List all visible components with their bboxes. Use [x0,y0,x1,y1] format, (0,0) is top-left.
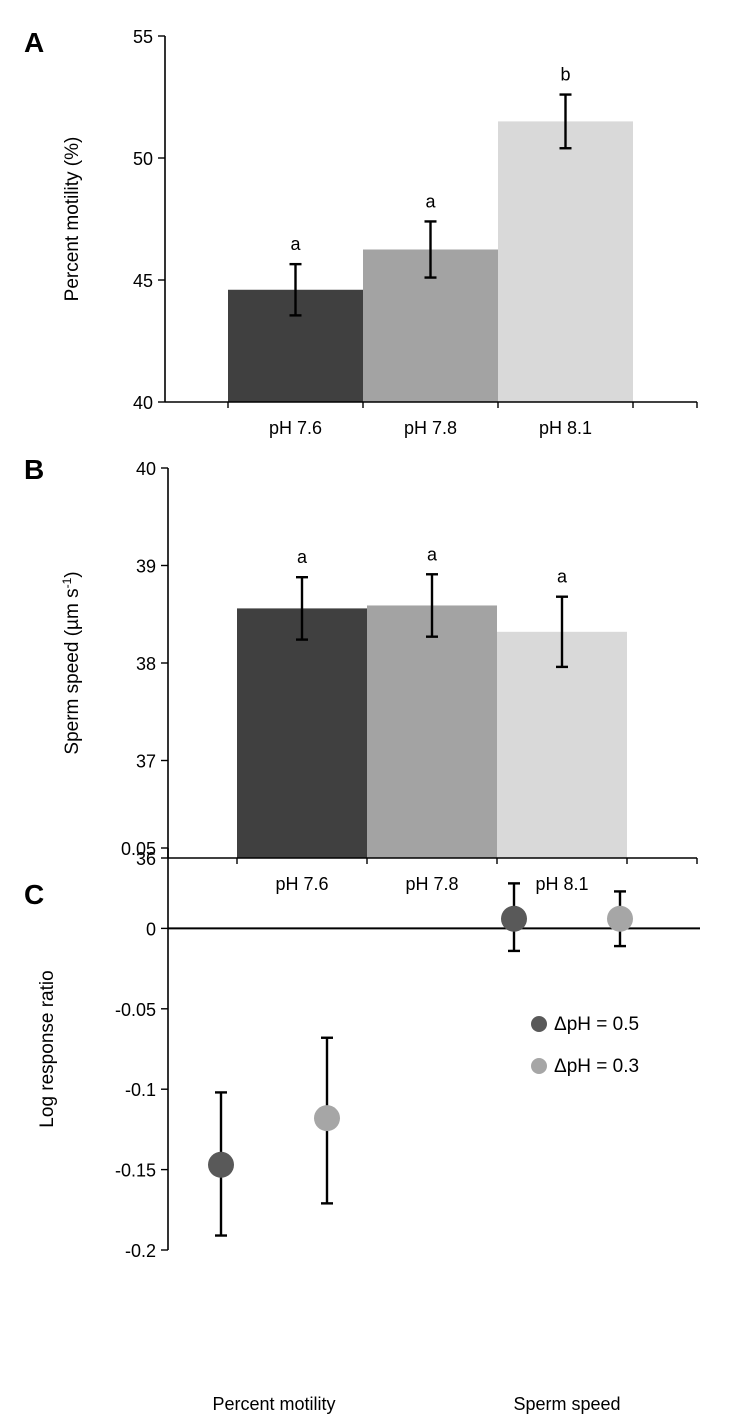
significance-label: a [557,567,568,587]
x-tick-label: pH 7.8 [405,874,458,894]
panel-a: A 40 45 50 55 pH 7.6 pH 7.8 pH 8.1 a a b Percent mo… [24,27,698,438]
y-tick-label: -0.15 [115,1161,156,1181]
x-category-label: Percent motility [212,1394,335,1414]
x-tick-label: pH 7.6 [275,874,328,894]
y-tick-label: 38 [136,654,156,674]
y-axis-title-end: ) [62,571,83,577]
y-axis-title: Percent motility (%) [62,137,83,302]
panel-b: B 36 37 38 39 40 pH 7.6 pH 7.8 pH 8.1 a a a Sperm sp… [24,454,698,894]
panel-c: C -0.2 -0.15 -0.1 -0.05 0 0.05 Percent motility… [24,839,700,1414]
panel-label: B [24,454,44,485]
y-axis-title-main: Percent motility (%) [62,137,83,302]
y-tick-label: -0.1 [125,1080,156,1100]
y-tick-label: 37 [136,752,156,772]
legend-label: ΔpH = 0.5 [554,1014,639,1035]
y-axis-title-main: Sperm speed (µm s [62,588,83,754]
y-tick-label: 45 [133,271,153,291]
legend-marker [531,1016,547,1032]
data-point [314,1105,340,1132]
x-tick-label: pH 8.1 [535,874,588,894]
y-tick-label: -0.2 [125,1241,156,1261]
x-tick-label: pH 7.8 [404,418,457,438]
x-category-label: Sperm speed [513,1394,620,1414]
x-tick-label: pH 8.1 [539,418,592,438]
y-tick-label: 50 [133,149,153,169]
y-axis-title: Log response ratio [37,970,58,1127]
bar [367,605,497,858]
bar [498,121,633,403]
data-point [208,1151,234,1178]
significance-label: a [427,544,438,564]
y-axis-title-superscript: -1 [60,577,74,588]
y-tick-label: 39 [136,557,156,577]
y-tick-label: 0.05 [121,839,156,859]
bar [237,608,367,858]
data-point [501,905,527,932]
bar [497,631,627,858]
panel-label: C [24,879,44,910]
y-tick-label: 40 [133,393,153,413]
y-tick-label: 0 [146,919,156,939]
data-point [607,905,633,932]
y-tick-label: 36 [136,849,156,869]
x-tick-label: pH 7.6 [269,418,322,438]
y-tick-label: 40 [136,459,156,479]
significance-label: a [425,191,436,211]
legend-marker [531,1058,547,1074]
significance-label: b [560,65,570,85]
significance-label: a [290,234,301,254]
y-tick-label: 55 [133,27,153,47]
y-axis-title: Sperm speed (µm s-1) [60,571,83,754]
legend-label: ΔpH = 0.3 [554,1056,639,1077]
y-tick-label: -0.05 [115,1000,156,1020]
panel-label: A [24,27,44,58]
significance-label: a [297,547,308,567]
